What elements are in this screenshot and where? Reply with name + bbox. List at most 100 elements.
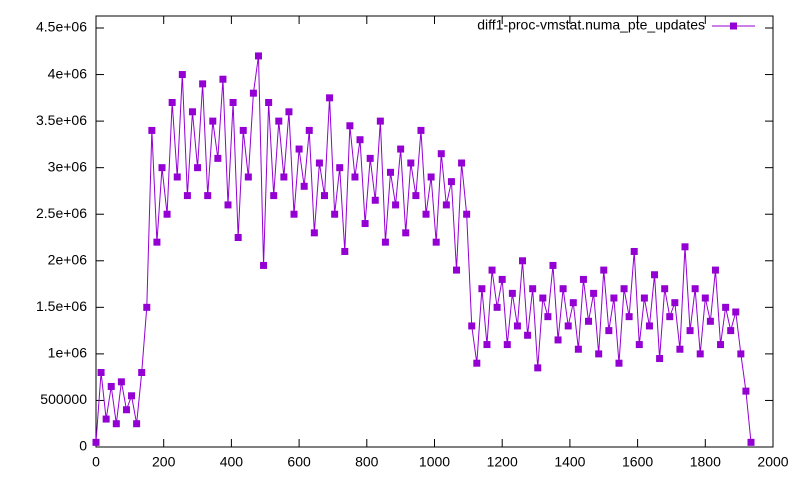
point	[214, 154, 222, 162]
point	[453, 266, 461, 274]
point	[458, 159, 466, 167]
point	[244, 173, 252, 181]
point	[320, 192, 328, 200]
point	[315, 159, 323, 167]
point	[351, 173, 359, 181]
point	[138, 369, 146, 377]
y-tick-label: 500000	[40, 391, 87, 407]
point	[686, 327, 694, 335]
point	[564, 322, 572, 330]
point	[331, 210, 339, 218]
point	[630, 247, 638, 255]
point	[574, 345, 582, 353]
point	[503, 341, 511, 349]
point	[336, 164, 344, 172]
point	[554, 336, 562, 344]
point	[701, 294, 709, 302]
point	[605, 327, 613, 335]
x-tick-label: 0	[92, 454, 100, 470]
point	[691, 285, 699, 293]
point	[539, 294, 547, 302]
x-tick-label: 1000	[419, 454, 450, 470]
point	[371, 196, 379, 204]
y-tick-label: 2.5e+06	[36, 205, 87, 221]
point	[163, 210, 171, 218]
point	[300, 182, 308, 190]
point	[143, 303, 151, 311]
y-tick-label: 3e+06	[48, 158, 88, 174]
point	[407, 159, 415, 167]
point	[681, 243, 689, 251]
point	[270, 192, 278, 200]
x-tick-label: 1200	[487, 454, 518, 470]
point	[585, 317, 593, 325]
point	[178, 71, 186, 79]
x-tick-label: 600	[287, 454, 311, 470]
point	[671, 299, 679, 307]
y-tick-label: 3.5e+06	[36, 112, 87, 128]
point	[651, 271, 659, 279]
point	[310, 229, 318, 237]
point	[356, 136, 364, 144]
point	[341, 247, 349, 255]
point	[534, 364, 542, 372]
point	[519, 257, 527, 265]
point	[173, 173, 181, 181]
point	[326, 94, 334, 102]
point	[747, 438, 755, 446]
point	[260, 261, 268, 269]
point	[635, 341, 643, 349]
point	[483, 341, 491, 349]
point	[290, 210, 298, 218]
point	[666, 313, 674, 321]
point	[442, 201, 450, 209]
x-tick-label: 1800	[690, 454, 721, 470]
point	[275, 117, 283, 125]
point	[92, 438, 100, 446]
point	[610, 294, 618, 302]
x-tick-label: 1400	[554, 454, 585, 470]
point	[194, 164, 202, 172]
point	[397, 145, 405, 153]
point	[265, 98, 273, 106]
point	[128, 392, 136, 400]
point	[732, 308, 740, 316]
point	[148, 126, 156, 134]
point	[559, 285, 567, 293]
point	[361, 220, 369, 228]
point	[513, 322, 521, 330]
point	[117, 378, 125, 386]
point	[133, 420, 141, 428]
point	[280, 173, 288, 181]
point	[488, 266, 496, 274]
point	[97, 369, 105, 377]
point	[122, 406, 130, 414]
y-tick-label: 4e+06	[48, 65, 88, 81]
point	[381, 238, 389, 246]
y-tick-label: 4.5e+06	[36, 19, 87, 35]
point	[544, 313, 552, 321]
point	[188, 108, 196, 116]
point	[498, 275, 506, 283]
point	[508, 289, 516, 297]
point	[234, 234, 242, 241]
x-tick-label: 1600	[622, 454, 653, 470]
point	[366, 154, 374, 162]
point	[478, 285, 486, 293]
point	[427, 173, 435, 181]
point	[204, 192, 212, 200]
point	[224, 201, 232, 209]
point	[102, 415, 110, 423]
x-tick-label: 2000	[757, 454, 788, 470]
point	[168, 98, 176, 106]
y-tick-label: 0	[79, 438, 87, 454]
point	[392, 201, 400, 209]
point	[447, 178, 455, 186]
point	[737, 350, 745, 358]
legend-swatch	[730, 22, 737, 30]
point	[493, 303, 501, 311]
point	[305, 126, 313, 134]
plot-frame	[95, 15, 774, 448]
